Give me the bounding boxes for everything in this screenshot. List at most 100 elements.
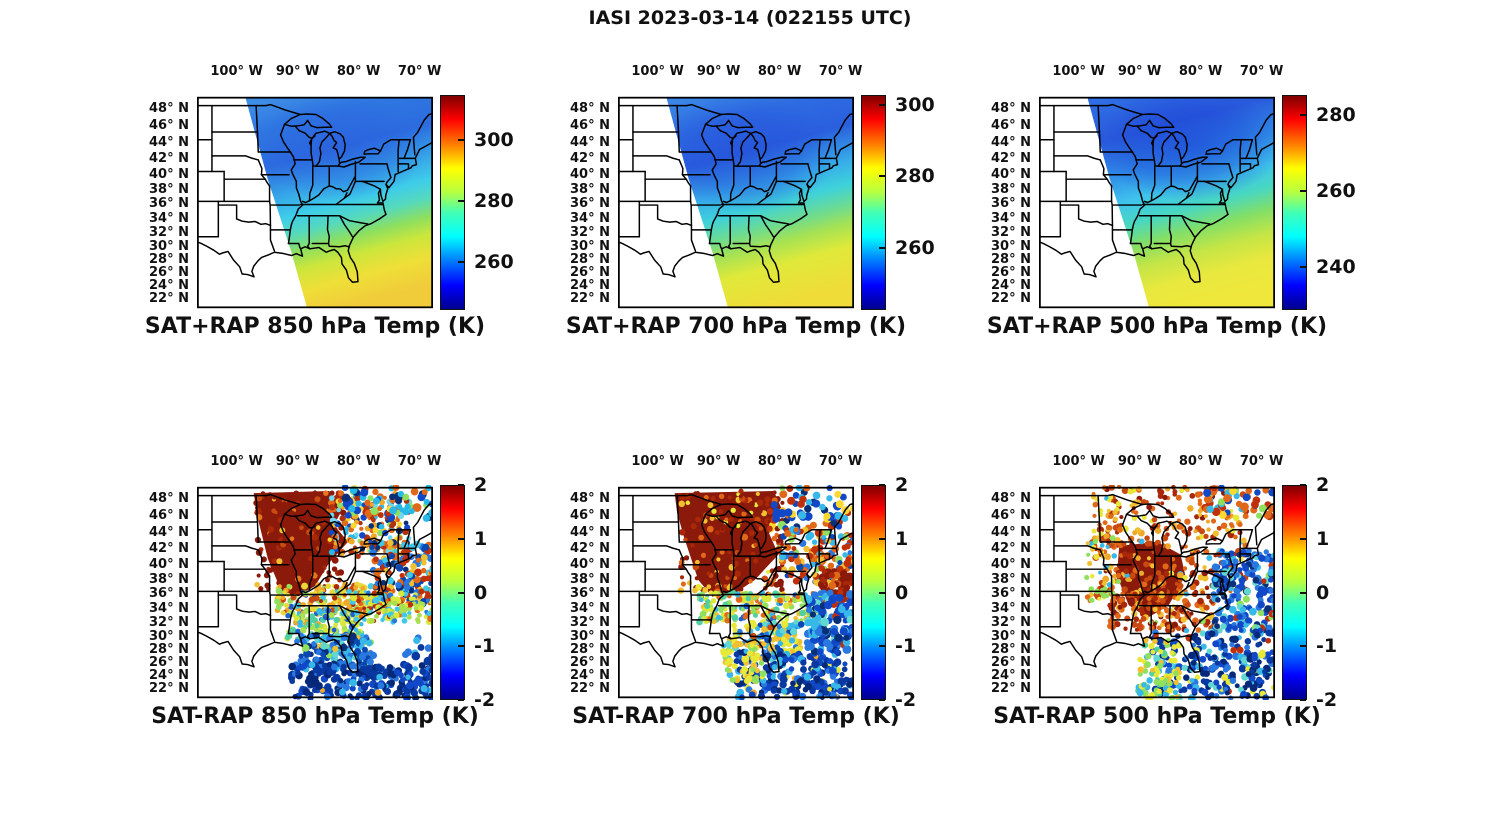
- lat-tick-label: 26° N: [570, 655, 610, 671]
- lat-tick-label: 38° N: [991, 571, 1031, 587]
- lon-tick-label: 70° W: [1239, 64, 1284, 79]
- lat-tick-label: 34° N: [570, 210, 610, 226]
- lat-tick-label: 28° N: [570, 252, 610, 268]
- panel-title: SAT-RAP 700 hPa Temp (K): [572, 704, 900, 729]
- colorbar-tick-label: 260: [474, 250, 514, 273]
- colorbar-tick: [458, 645, 464, 648]
- colorbar-tick-label: -2: [1316, 689, 1338, 711]
- colorbar-tick: [879, 103, 885, 106]
- lat-tick-label: 30° N: [991, 628, 1031, 644]
- lat-tick-label: 40° N: [570, 166, 610, 182]
- lat-tick-label: 22° N: [570, 681, 610, 697]
- lat-tick-label: 48° N: [149, 100, 189, 116]
- lat-tick-label: 32° N: [149, 224, 189, 240]
- subplot-sat-minus-rap-850: SAT-RAP 850 hPa Temp (K) 100° W 90° W 80° …: [117, 440, 517, 770]
- figure-title: IASI 2023-03-14 (022155 UTC): [588, 7, 912, 29]
- lon-tick-label: 80° W: [336, 64, 381, 79]
- colorbar-tick-label: 2: [1316, 474, 1330, 496]
- colorbar-tick: [1300, 189, 1306, 192]
- lat-tick-label: 46° N: [991, 118, 1031, 134]
- lat-tick-label: 48° N: [149, 490, 189, 506]
- lon-tick-label: 80° W: [757, 64, 802, 79]
- map-canvas-700-temp: [618, 96, 854, 309]
- colorbar-tick: [1300, 591, 1306, 594]
- colorbar-tick-label: 1: [895, 527, 909, 550]
- subplot-sat-minus-rap-700: SAT-RAP 700 hPa Temp (K) 100° W 90° W 80° …: [538, 440, 938, 770]
- lat-tick-label: 42° N: [149, 540, 189, 556]
- lon-tick-label: 90° W: [275, 64, 320, 79]
- colorbar-500-temp: [1282, 95, 1307, 310]
- lat-tick-label: 34° N: [149, 600, 189, 616]
- colorbar-tick: [879, 175, 885, 178]
- lon-tick-label: 90° W: [1117, 64, 1162, 79]
- lat-tick-label: 32° N: [991, 614, 1031, 630]
- lon-tick-label: 90° W: [696, 64, 741, 79]
- lat-tick-label: 36° N: [570, 196, 610, 212]
- lat-tick-label: 24° N: [991, 668, 1031, 684]
- colorbar-tick-label: -2: [474, 689, 496, 711]
- colorbar-tick-label: 1: [474, 527, 488, 550]
- lat-tick-label: 26° N: [991, 265, 1031, 281]
- lon-tick-label: 70° W: [397, 454, 442, 469]
- lat-tick-label: 40° N: [149, 556, 189, 572]
- colorbar-tick: [879, 484, 885, 486]
- lat-tick-label: 38° N: [991, 181, 1031, 197]
- colorbar-tick: [1300, 484, 1306, 486]
- map-canvas-850-temp: [197, 96, 433, 309]
- colorbar-tick: [1300, 537, 1306, 540]
- lat-tick-label: 44° N: [149, 134, 189, 150]
- lon-tick-label: 90° W: [275, 454, 320, 469]
- colorbar-tick-label: 0: [474, 581, 488, 604]
- lat-tick-label: 40° N: [149, 166, 189, 182]
- lat-tick-label: 38° N: [149, 571, 189, 587]
- map-frame: [618, 96, 854, 309]
- lat-tick-label: 24° N: [149, 278, 189, 294]
- subplot-sat-minus-rap-500: SAT-RAP 500 hPa Temp (K) 100° W 90° W 80° …: [959, 440, 1359, 770]
- colorbar-tick: [458, 484, 464, 486]
- lat-tick-label: 46° N: [570, 118, 610, 134]
- lat-tick-label: 26° N: [149, 655, 189, 671]
- lat-tick-label: 42° N: [991, 150, 1031, 166]
- lat-tick-label: 44° N: [570, 134, 610, 150]
- panel-title: SAT+RAP 700 hPa Temp (K): [565, 314, 907, 339]
- map-canvas-700-diff: [618, 485, 854, 700]
- lat-tick-label: 44° N: [570, 524, 610, 540]
- lat-tick-label: 32° N: [570, 224, 610, 240]
- colorbar-850-temp: [440, 95, 465, 310]
- colorbar-tick: [458, 591, 464, 594]
- lon-tick-label: 70° W: [1239, 454, 1284, 469]
- colorbar-tick: [879, 699, 885, 701]
- colorbar-tick-label: 2: [474, 474, 488, 496]
- lat-tick-label: 42° N: [149, 150, 189, 166]
- lat-tick-label: 26° N: [991, 655, 1031, 671]
- lat-tick-label: 22° N: [149, 291, 189, 307]
- lat-tick-label: 36° N: [570, 586, 610, 602]
- colorbar-tick-label: 280: [1316, 103, 1356, 126]
- lon-tick-label: 100° W: [631, 454, 684, 469]
- panel-title: SAT+RAP 500 hPa Temp (K): [986, 314, 1328, 339]
- difference-scatter-field: [1084, 485, 1275, 700]
- lon-tick-label: 80° W: [1178, 64, 1223, 79]
- lon-tick-label: 100° W: [631, 64, 684, 79]
- lon-tick-label: 100° W: [210, 454, 263, 469]
- colorbar-tick-label: 260: [1316, 179, 1356, 202]
- subplot-sat-plus-rap-500: SAT+RAP 500 hPa Temp (K) 100° W 90° W 80° …: [959, 50, 1359, 380]
- map-canvas-500-diff: [1039, 485, 1275, 700]
- colorbar-tick: [1300, 699, 1306, 701]
- panel-title: SAT-RAP 850 hPa Temp (K): [151, 704, 479, 729]
- lat-tick-label: 28° N: [991, 642, 1031, 658]
- colorbar-tick-label: 0: [1316, 581, 1330, 604]
- lat-tick-label: 38° N: [570, 181, 610, 197]
- colorbar-tick-label: 260: [895, 236, 935, 259]
- lat-tick-label: 28° N: [149, 252, 189, 268]
- colorbar-tick: [1300, 645, 1306, 648]
- lat-tick-label: 44° N: [991, 134, 1031, 150]
- map-canvas-500-temp: [1039, 96, 1275, 309]
- lat-tick-label: 34° N: [570, 600, 610, 616]
- colorbar-tick-label: 300: [895, 93, 935, 116]
- lon-tick-label: 70° W: [818, 64, 863, 79]
- colorbar-tick: [879, 246, 885, 249]
- colorbar-tick-label: 280: [474, 189, 514, 212]
- lat-tick-label: 30° N: [149, 238, 189, 254]
